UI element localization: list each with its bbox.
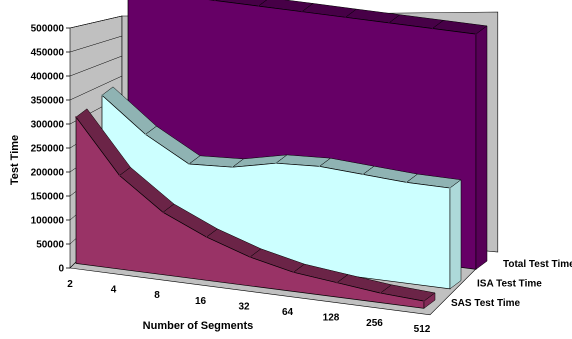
- data-point: [249, 256, 251, 258]
- data-point: [475, 33, 477, 35]
- x-tick-label: 2: [67, 279, 73, 290]
- gridline: [69, 75, 123, 101]
- data-point: [205, 236, 208, 238]
- series-label: SAS Test Time: [451, 298, 521, 309]
- data-point: [362, 173, 364, 176]
- series-end-cap: [449, 179, 462, 290]
- data-point: [275, 162, 277, 164]
- x-tick-label: 64: [282, 307, 294, 318]
- series-end-cap: [423, 292, 436, 309]
- x-axis-title: Number of Segments: [143, 320, 254, 332]
- y-tick-label: 500000: [31, 24, 65, 35]
- x-tick-label: 512: [414, 324, 431, 335]
- data-point: [405, 181, 408, 184]
- x-tick-label: 4: [111, 285, 117, 296]
- y-tick-label: 150000: [31, 192, 65, 203]
- data-point: [301, 10, 303, 13]
- y-axis-title: Test Time: [9, 135, 21, 185]
- y-tick-label: 50000: [36, 240, 64, 251]
- x-tick-label: 16: [195, 296, 207, 307]
- data-point: [214, 0, 216, 2]
- data-point: [101, 94, 103, 96]
- gridline: [69, 55, 123, 77]
- series-label: Total Test Time: [503, 259, 572, 270]
- data-point: [318, 165, 321, 168]
- data-point: [379, 292, 382, 294]
- y-tick-label: 0: [58, 264, 64, 275]
- series-labels: Total Test Time ISA Test Time SAS Test Tim…: [451, 259, 572, 309]
- x-tick-label: 8: [154, 290, 160, 301]
- data-point: [344, 16, 347, 19]
- data-point: [431, 27, 434, 30]
- data-point: [118, 174, 121, 177]
- y-tick-label: 300000: [31, 120, 65, 131]
- y-tick-label: 200000: [31, 168, 65, 179]
- data-point: [336, 281, 338, 284]
- gridline: [69, 35, 123, 53]
- data-point: [75, 116, 77, 118]
- y-tick-labels: 0 50000 100000 150000 200000 250000 300000 3500…: [31, 24, 65, 275]
- y-tick-label: 100000: [31, 216, 65, 227]
- data-point: [257, 5, 260, 7]
- y-tick-label: 350000: [31, 96, 65, 107]
- data-point: [231, 166, 234, 168]
- data-point: [423, 300, 425, 302]
- gridline: [69, 15, 123, 29]
- x-tick-label: 128: [323, 313, 340, 324]
- x-tick-label: 32: [238, 301, 250, 312]
- y-tick-label: 400000: [31, 72, 65, 83]
- x-tick-labels: 2 4 8 16 32 64 128 256 512: [67, 279, 431, 335]
- data-point: [162, 211, 164, 214]
- series-sas-test-time: [75, 108, 436, 309]
- data-point: [188, 163, 190, 165]
- series-end-cap: [475, 25, 488, 270]
- data-point: [292, 271, 295, 274]
- data-point: [144, 133, 147, 136]
- y-tick-label: 250000: [31, 144, 65, 155]
- y-tick-label: 450000: [31, 48, 65, 59]
- data-point: [388, 22, 390, 24]
- series-front-face: [75, 116, 425, 309]
- series-layer: [75, 0, 488, 309]
- x-tick-label: 256: [366, 318, 383, 329]
- data-point: [449, 187, 451, 189]
- series-label: ISA Test Time: [477, 279, 542, 290]
